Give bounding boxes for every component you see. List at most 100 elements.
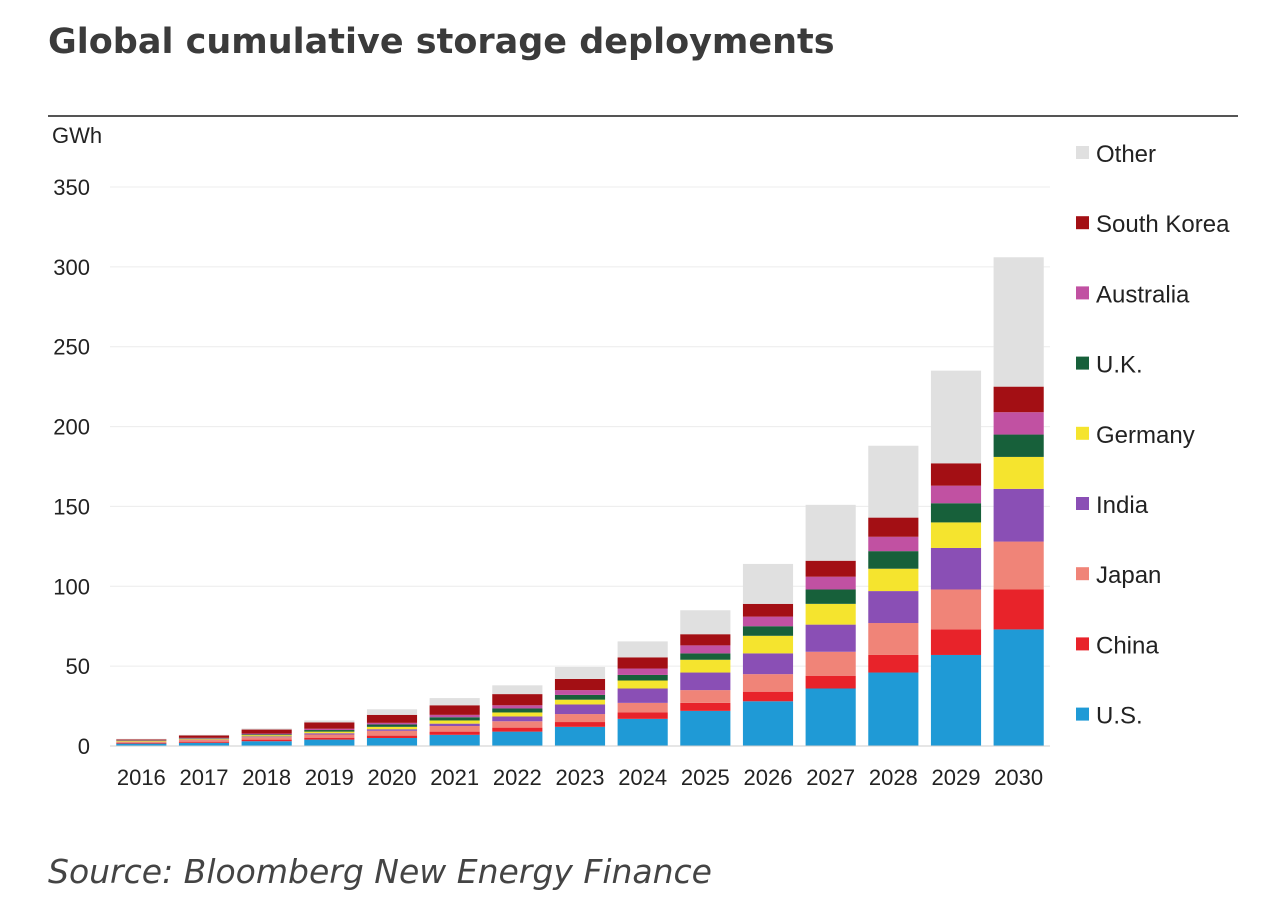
bar-segment-u-k--2022 bbox=[492, 708, 543, 713]
legend-label: U.S. bbox=[1096, 703, 1143, 730]
bar-segment-japan-2023 bbox=[554, 714, 606, 723]
bar-segment-india-2028 bbox=[868, 591, 919, 624]
x-tick-label: 2023 bbox=[556, 765, 605, 790]
y-tick-label: 200 bbox=[53, 415, 90, 440]
bar-segment-u-s--2020 bbox=[366, 738, 418, 746]
bar-segment-australia-2018 bbox=[241, 733, 292, 735]
stacked-bar-chart: GWh 0 50 100 150 200 250 300 350 2016 2017 2018 2019… bbox=[52, 123, 1230, 790]
bar-segment-germany-2025 bbox=[680, 659, 731, 673]
bar-segment-u-k--2021 bbox=[429, 717, 480, 721]
bar-segment-germany-2016 bbox=[116, 740, 167, 742]
legend-swatch bbox=[1076, 567, 1089, 581]
bar-segment-other-2029 bbox=[930, 370, 982, 464]
bar-segment-u-k--2026 bbox=[742, 626, 794, 636]
x-tick-label: 2028 bbox=[869, 765, 918, 790]
bar-segment-china-2022 bbox=[492, 727, 543, 732]
legend-item: China bbox=[1076, 632, 1159, 659]
bar-segment-japan-2020 bbox=[366, 730, 418, 736]
legend-swatch bbox=[1076, 216, 1089, 230]
y-tick-label: 50 bbox=[66, 654, 90, 679]
legend-item: Other bbox=[1076, 141, 1156, 168]
bar-segment-china-2025 bbox=[680, 702, 731, 711]
bar-segment-india-2020 bbox=[366, 729, 418, 731]
bar-segment-other-2018 bbox=[241, 728, 292, 730]
source-note: Source: Bloomberg New Energy Finance bbox=[48, 852, 712, 891]
bar-segment-germany-2018 bbox=[241, 735, 292, 737]
x-tick-label: 2026 bbox=[744, 765, 793, 790]
bar-segment-u-k--2029 bbox=[930, 503, 982, 523]
title-rule bbox=[48, 115, 1238, 117]
legend-item: U.S. bbox=[1076, 703, 1143, 730]
bar-segment-u-s--2023 bbox=[554, 726, 606, 746]
bar-segment-india-2023 bbox=[554, 704, 606, 715]
bar-segment-u-k--2020 bbox=[366, 724, 418, 727]
bar-segment-u-k--2019 bbox=[304, 730, 355, 732]
y-tick-label: 0 bbox=[78, 734, 90, 759]
bar-segment-india-2029 bbox=[930, 547, 982, 590]
bar-segment-u-s--2018 bbox=[241, 741, 292, 746]
bar-segment-india-2027 bbox=[805, 624, 856, 652]
bar-segment-australia-2022 bbox=[492, 705, 543, 709]
x-tick-label: 2018 bbox=[242, 765, 291, 790]
bar-segment-other-2024 bbox=[617, 641, 668, 658]
bar-segment-germany-2027 bbox=[805, 603, 856, 625]
bar-segment-japan-2016 bbox=[116, 742, 167, 743]
bar-segment-germany-2021 bbox=[429, 720, 480, 724]
bar-segment-india-2024 bbox=[617, 688, 668, 703]
bar-segment-u-k--2023 bbox=[554, 694, 606, 700]
legend-swatch bbox=[1076, 707, 1089, 721]
bar-segment-other-2021 bbox=[429, 698, 480, 706]
bar-segment-other-2017 bbox=[178, 734, 230, 736]
legend-label: Japan bbox=[1096, 562, 1161, 589]
y-tick-label: 350 bbox=[53, 175, 90, 200]
legend-swatch bbox=[1076, 497, 1089, 510]
bar-segment-japan-2017 bbox=[178, 740, 230, 742]
y-tick-label: 100 bbox=[53, 574, 90, 599]
bar-segment-china-2018 bbox=[241, 739, 292, 742]
x-tick-label: 2016 bbox=[117, 765, 166, 790]
bar-segment-other-2019 bbox=[304, 720, 355, 723]
bar-segment-japan-2025 bbox=[680, 690, 731, 703]
bar-segment-australia-2027 bbox=[805, 576, 856, 590]
bar-segment-india-2026 bbox=[742, 653, 794, 675]
bar-segment-australia-2021 bbox=[429, 714, 480, 718]
bar-segment-japan-2024 bbox=[617, 702, 668, 713]
bar-segment-germany-2017 bbox=[178, 738, 230, 740]
bar-segment-australia-2028 bbox=[868, 536, 919, 552]
bar-segment-india-2030 bbox=[993, 488, 1044, 542]
legend-item: Germany bbox=[1076, 422, 1195, 449]
bar-segment-china-2019 bbox=[304, 737, 355, 740]
legend-label: Australia bbox=[1096, 281, 1190, 308]
bar-segment-south-korea-2025 bbox=[680, 634, 731, 646]
bar-segment-south-korea-2026 bbox=[742, 603, 794, 617]
chart-title: Global cumulative storage deployments bbox=[48, 22, 835, 62]
bar-segment-south-korea-2029 bbox=[930, 463, 982, 486]
bar-segment-south-korea-2017 bbox=[178, 735, 230, 738]
bar-segment-u-k--2027 bbox=[805, 589, 856, 604]
bar-segment-japan-2029 bbox=[930, 589, 982, 630]
bar-segment-u-s--2016 bbox=[116, 743, 167, 746]
bar-segment-india-2022 bbox=[492, 716, 543, 722]
bar-segment-germany-2022 bbox=[492, 712, 543, 717]
bar-segment-australia-2025 bbox=[680, 645, 731, 654]
bar-segment-germany-2029 bbox=[930, 522, 982, 548]
legend-label: Germany bbox=[1096, 422, 1195, 449]
bar-segment-china-2027 bbox=[805, 675, 856, 689]
bar-segment-u-k--2025 bbox=[680, 653, 731, 660]
bar-segment-south-korea-2023 bbox=[554, 678, 606, 691]
bar-segment-germany-2026 bbox=[742, 635, 794, 654]
legend-item: Australia bbox=[1076, 281, 1190, 308]
bar-segment-u-s--2027 bbox=[805, 688, 856, 746]
bar-segment-south-korea-2022 bbox=[492, 694, 543, 706]
bar-segment-china-2030 bbox=[993, 589, 1044, 630]
y-tick-label: 150 bbox=[53, 494, 90, 519]
x-tick-label: 2020 bbox=[368, 765, 417, 790]
axis-layer: GWh 0 50 100 150 200 250 300 350 2016 2017 2018 2019… bbox=[52, 123, 1050, 790]
bar-segment-other-2020 bbox=[366, 709, 418, 715]
bar-segment-india-2018 bbox=[241, 736, 292, 738]
bar-segment-japan-2027 bbox=[805, 651, 856, 676]
bar-segment-south-korea-2028 bbox=[868, 517, 919, 537]
legend-swatch bbox=[1076, 286, 1089, 300]
bar-segment-south-korea-2021 bbox=[429, 705, 480, 715]
bar-segment-south-korea-2027 bbox=[805, 560, 856, 577]
